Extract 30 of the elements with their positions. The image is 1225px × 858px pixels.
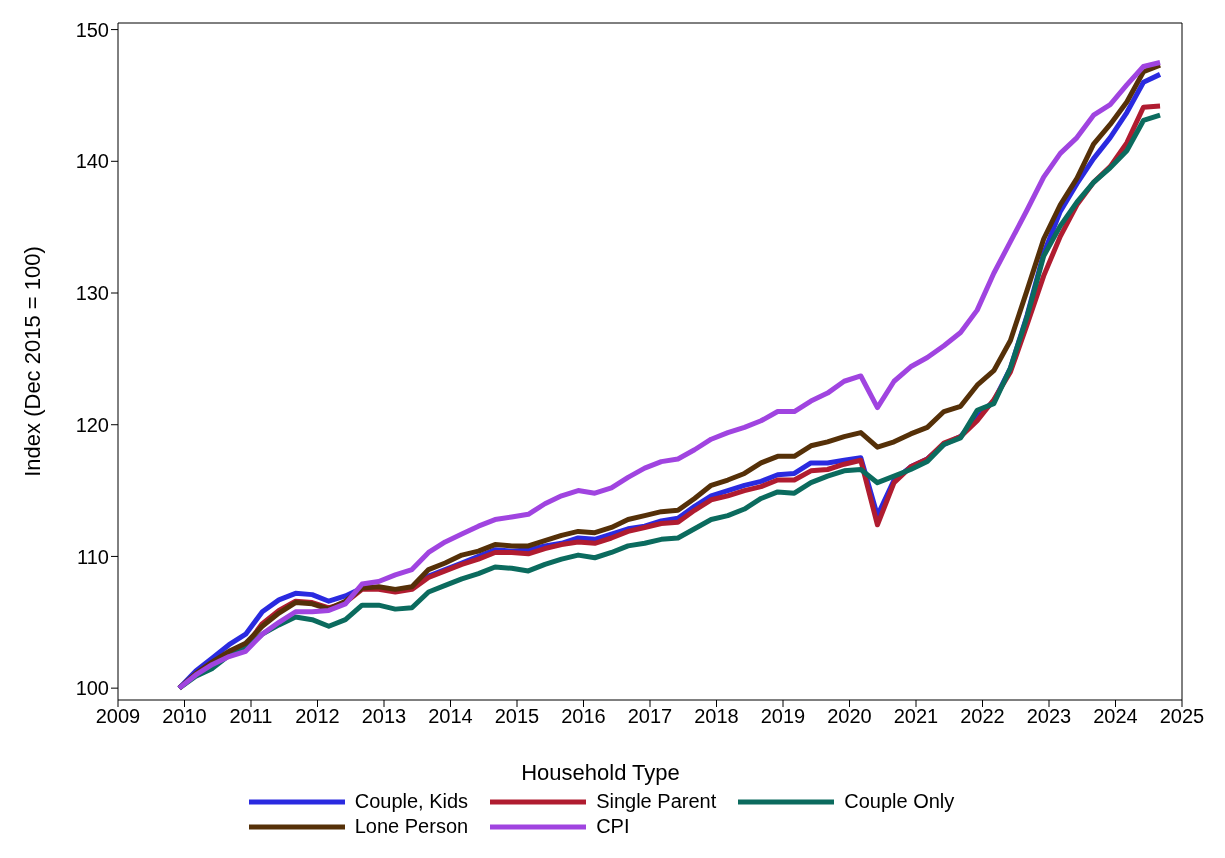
x-tick-label: 2018 xyxy=(694,705,739,728)
y-tick-label: 110 xyxy=(77,545,109,568)
y-tick-label: 140 xyxy=(75,150,109,173)
x-tick-label: 2024 xyxy=(1093,705,1138,728)
x-tick-label: 2009 xyxy=(95,705,141,728)
x-tick-label: 2010 xyxy=(162,705,207,728)
legend-label: Couple, Kids xyxy=(354,790,469,813)
legend-label: Lone Person xyxy=(354,815,469,838)
y-tick-label: 120 xyxy=(75,413,109,436)
x-tick-label: 2014 xyxy=(428,705,473,728)
x-tick-label: 2025 xyxy=(1159,705,1205,728)
x-tick-label: 2016 xyxy=(561,705,606,728)
y-tick-label: 100 xyxy=(75,677,109,700)
x-tick-label: 2012 xyxy=(295,705,340,728)
y-tick-label: 150 xyxy=(75,18,109,41)
legend-title: Household Type xyxy=(520,760,681,786)
x-tick-label: 2011 xyxy=(229,705,273,728)
legend-label: Couple Only xyxy=(844,790,955,813)
legend-label: Single Parent xyxy=(596,790,717,813)
x-tick-label: 2017 xyxy=(627,705,673,728)
x-tick-label: 2020 xyxy=(827,705,872,728)
x-tick-label: 2013 xyxy=(361,705,407,728)
x-tick-label: 2022 xyxy=(960,705,1005,728)
legend-label: CPI xyxy=(596,815,630,838)
x-tick-label: 2023 xyxy=(1026,705,1072,728)
x-tick-label: 2019 xyxy=(760,705,806,728)
y-tick-label: 130 xyxy=(75,282,109,305)
x-tick-label: 2021 xyxy=(893,705,939,728)
x-tick-label: 2015 xyxy=(494,705,540,728)
y-axis-title: Index (Dec 2015 = 100) xyxy=(19,246,45,477)
